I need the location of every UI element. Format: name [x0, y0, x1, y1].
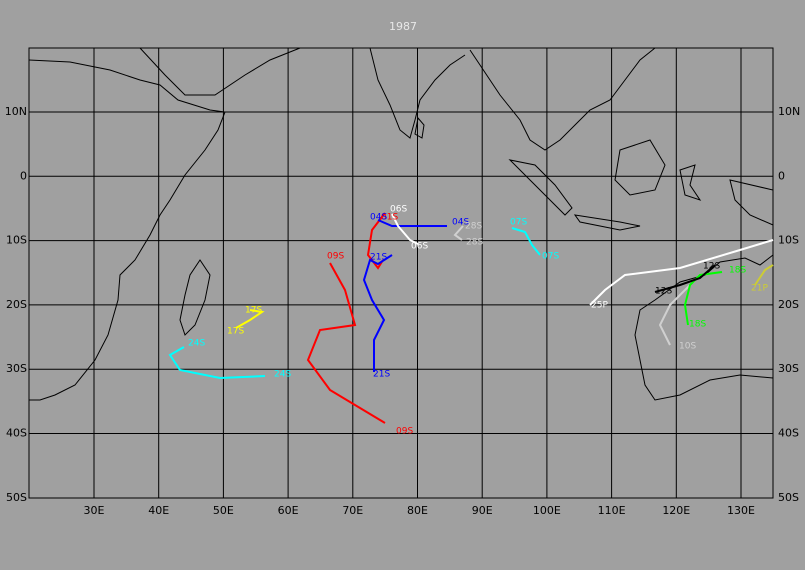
- latitude-label: 10S: [778, 234, 799, 247]
- longitude-label: 60E: [278, 504, 299, 517]
- storm-label: 21S: [373, 370, 390, 380]
- arabia-coast: [139, 47, 301, 96]
- latitude-label: 20S: [778, 298, 799, 311]
- storm-label: 18S: [729, 266, 746, 276]
- longitude-label: 120E: [662, 504, 690, 517]
- borneo-coast: [614, 139, 666, 196]
- storm-label: 07S: [542, 252, 559, 262]
- track: [235, 309, 265, 329]
- india-coast: [369, 47, 466, 139]
- latitude-label: 30S: [6, 362, 27, 375]
- storm-label: 07S: [510, 218, 527, 228]
- track: [754, 264, 774, 286]
- storm-label: 04S: [452, 218, 469, 228]
- storm-label: 12S: [703, 262, 720, 272]
- longitude-label: 90E: [472, 504, 493, 517]
- storm-label: 21P: [751, 284, 768, 294]
- track: [453, 225, 464, 241]
- track: [589, 239, 774, 306]
- storm-label: 12S: [655, 287, 672, 297]
- latitude-label: 40S: [6, 427, 27, 440]
- map-frame: [28, 47, 774, 499]
- longitude-label: 30E: [84, 504, 105, 517]
- storm-label: 04S: [370, 213, 387, 223]
- track: [362, 254, 393, 372]
- coastlines: [28, 47, 774, 401]
- sri-lanka: [414, 116, 425, 139]
- track: [168, 346, 266, 380]
- storm-label: 09S: [327, 252, 344, 262]
- latitude-label: 10N: [5, 105, 27, 118]
- storm-label: 28S: [465, 222, 482, 232]
- latitude-label: 10N: [778, 105, 800, 118]
- storm-label: 06S: [411, 242, 428, 252]
- storm-label: 09S: [396, 427, 413, 437]
- storm-label: 01S: [381, 213, 398, 223]
- storm-label: 06S: [390, 205, 407, 215]
- storm-label: 24S: [188, 339, 205, 349]
- track: [377, 219, 447, 227]
- madagascar-coast: [179, 259, 211, 336]
- storm-label: 25P: [591, 301, 608, 311]
- africa-coast: [28, 59, 226, 401]
- storm-label: 28S: [466, 238, 483, 248]
- latitude-label: 0: [20, 169, 27, 182]
- track: [391, 213, 419, 245]
- storm-labels: 09S 09S 01S 21S 21S 04S 04S 06S 06S 28S …: [188, 205, 768, 437]
- longitude-label: 130E: [727, 504, 755, 517]
- java-coast: [573, 214, 641, 231]
- track: [683, 271, 723, 326]
- sumatra-coast: [508, 159, 573, 216]
- australia-coast: [634, 254, 774, 401]
- storm-tracks: [168, 212, 774, 424]
- latitude-label: 20S: [6, 298, 27, 311]
- latitude-label: 50S: [6, 491, 27, 504]
- southeast-asia-coast: [469, 47, 656, 151]
- latitude-label: 30S: [778, 362, 799, 375]
- track: [511, 227, 541, 256]
- latitude-label: 10S: [6, 234, 27, 247]
- longitude-label: 50E: [213, 504, 234, 517]
- longitude-label: 110E: [598, 504, 626, 517]
- longitude-label: 80E: [407, 504, 428, 517]
- latitude-label: 0: [778, 169, 785, 182]
- map-title: 1987: [389, 20, 417, 33]
- latitude-label: 50S: [778, 491, 799, 504]
- storm-label: 17S: [227, 327, 244, 337]
- new-guinea-coast: [729, 179, 774, 226]
- longitude-label: 100E: [533, 504, 561, 517]
- track: [366, 212, 386, 270]
- storm-label: 10S: [679, 342, 696, 352]
- storm-label: 18S: [689, 320, 706, 330]
- storm-label: 24S: [274, 370, 291, 380]
- storm-label: 21S: [370, 253, 387, 263]
- track: [658, 284, 691, 346]
- track: [306, 262, 386, 424]
- longitude-label: 40E: [148, 504, 169, 517]
- sulawesi-coast: [679, 164, 702, 201]
- latitude-label: 40S: [778, 427, 799, 440]
- storm-label: 17S: [245, 306, 262, 316]
- track: [654, 264, 716, 293]
- longitude-label: 70E: [342, 504, 363, 517]
